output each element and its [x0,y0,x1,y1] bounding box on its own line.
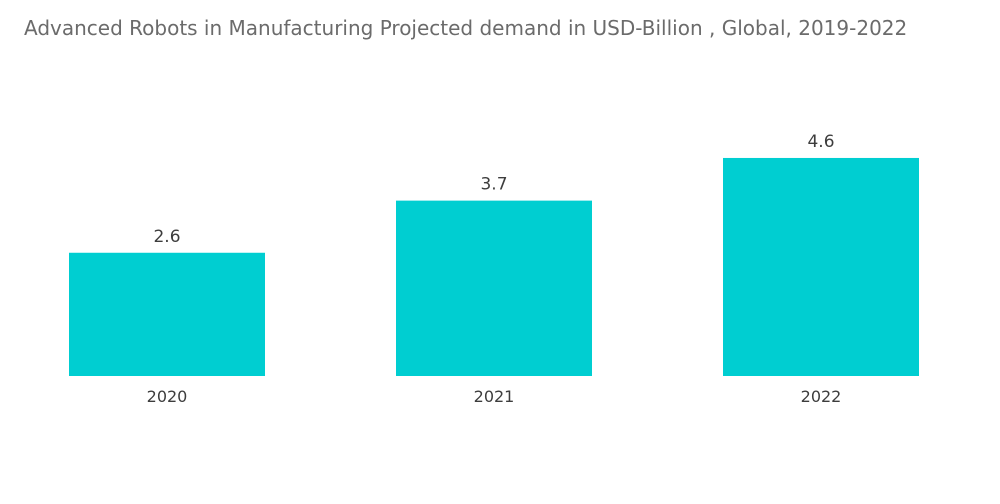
data-labels-group: 2.6 3.7 4.6 [153,132,834,247]
x-tick-label-2022: 2022 [801,387,842,406]
chart-title: Advanced Robots in Manufacturing Project… [24,16,908,40]
bar-2022 [723,157,919,376]
x-axis-tick-labels: 2020 2021 2022 [147,387,842,406]
x-tick-label-2021: 2021 [474,387,515,406]
data-label-2022: 4.6 [807,132,834,152]
bar-2021 [396,200,592,376]
x-tick-label-2020: 2020 [147,387,188,406]
bar-2020 [69,252,265,376]
data-label-2020: 2.6 [153,227,180,247]
bars-group [69,157,919,376]
data-label-2021: 3.7 [480,175,507,195]
